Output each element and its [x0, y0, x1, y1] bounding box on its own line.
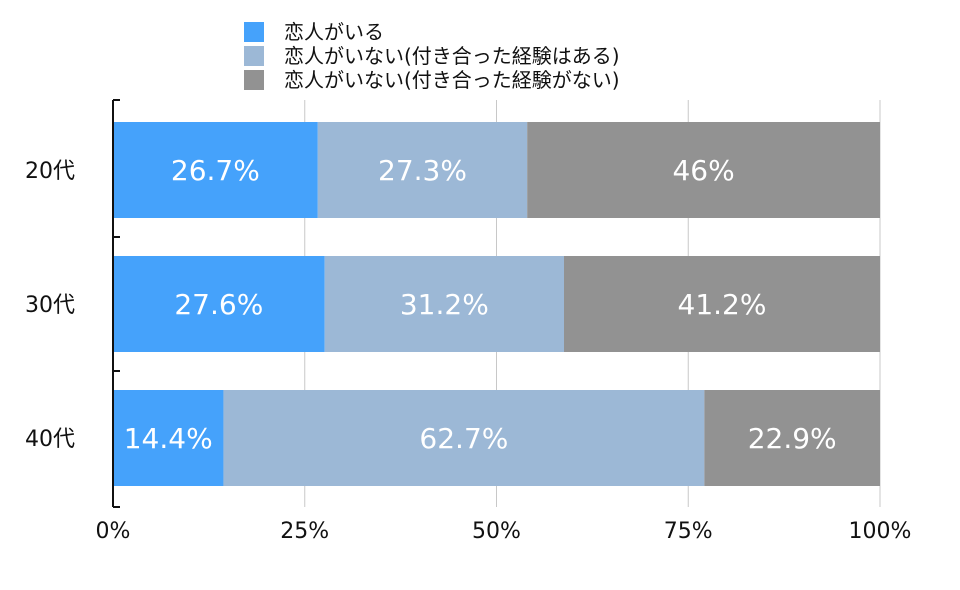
bar-segment	[113, 122, 318, 218]
bar-segment	[223, 390, 705, 486]
bars: 26.7% 27.3% 46% 20代 27.6% 31.2% 41.2% 30代 14.4% 6…	[25, 122, 880, 486]
x-tick-label: 0%	[96, 519, 131, 544]
x-tick-label: 100%	[849, 519, 912, 544]
legend-swatch	[244, 46, 264, 66]
data-label: 22.9%	[748, 422, 837, 455]
x-tick-label: 25%	[280, 519, 329, 544]
category-label: 40代	[25, 427, 75, 452]
x-tick-label: 50%	[472, 519, 521, 544]
bar-segment	[113, 390, 224, 486]
data-label: 41.2%	[678, 288, 767, 321]
bar-segment	[704, 390, 880, 486]
legend-label: 恋人がいる	[284, 20, 384, 44]
bar-segment	[324, 256, 564, 352]
data-label: 46%	[672, 154, 734, 187]
category-label: 20代	[25, 159, 75, 184]
data-label: 62.7%	[419, 422, 508, 455]
x-tick-label: 75%	[664, 519, 713, 544]
legend-label: 恋人がいない(付き合った経験はある)	[284, 44, 620, 68]
bar-segment	[563, 256, 880, 352]
legend: 恋人がいる恋人がいない(付き合った経験はある)恋人がいない(付き合った経験がない…	[244, 20, 620, 92]
data-label: 27.3%	[378, 154, 467, 187]
data-label: 14.4%	[124, 422, 213, 455]
legend-label: 恋人がいない(付き合った経験がない)	[284, 68, 620, 92]
legend-swatch	[244, 70, 264, 90]
y-axis	[112, 99, 120, 508]
category-label: 30代	[25, 293, 75, 318]
bar-segment	[527, 122, 880, 218]
data-label: 31.2%	[400, 288, 489, 321]
data-label: 27.6%	[174, 288, 263, 321]
data-label: 26.7%	[171, 154, 260, 187]
legend-swatch	[244, 22, 264, 42]
bar-segment	[317, 122, 528, 218]
bar-segment	[113, 256, 325, 352]
